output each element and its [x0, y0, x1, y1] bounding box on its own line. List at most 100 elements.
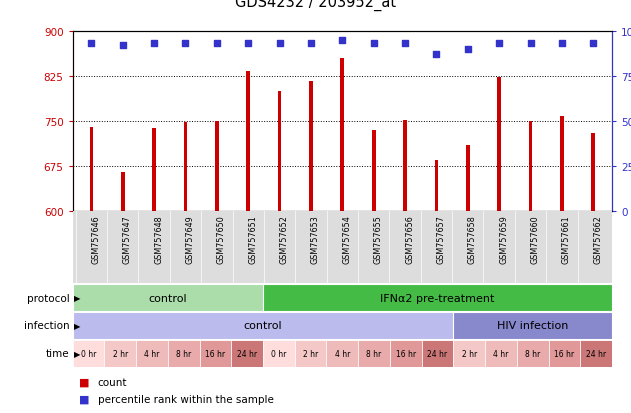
- Bar: [390, 340, 422, 367]
- Text: protocol: protocol: [27, 293, 69, 303]
- Point: [86, 41, 97, 47]
- Bar: [454, 312, 612, 339]
- Point: [588, 41, 598, 47]
- Point: [212, 41, 222, 47]
- Text: GSM757655: GSM757655: [374, 215, 382, 264]
- Bar: [454, 340, 485, 367]
- Bar: [529, 122, 533, 211]
- Bar: [497, 78, 501, 211]
- Text: 2 hr: 2 hr: [303, 349, 318, 358]
- Bar: [121, 173, 125, 211]
- Bar: [263, 340, 295, 367]
- Text: GSM757659: GSM757659: [499, 215, 508, 264]
- Text: 4 hr: 4 hr: [334, 349, 350, 358]
- Bar: [341, 59, 344, 211]
- Bar: [263, 285, 612, 311]
- Text: GSM757656: GSM757656: [405, 215, 414, 264]
- Text: GSM757658: GSM757658: [468, 215, 477, 264]
- Bar: [231, 340, 263, 367]
- Text: IFNα2 pre-treatment: IFNα2 pre-treatment: [380, 293, 495, 303]
- Text: GSM757651: GSM757651: [248, 215, 257, 264]
- Bar: [372, 131, 375, 211]
- Bar: [517, 340, 548, 367]
- Point: [118, 43, 128, 50]
- Text: 16 hr: 16 hr: [396, 349, 416, 358]
- Text: GSM757649: GSM757649: [186, 215, 194, 264]
- Bar: [326, 340, 358, 367]
- Bar: [73, 340, 104, 367]
- Text: 24 hr: 24 hr: [237, 349, 257, 358]
- Bar: [403, 121, 407, 211]
- Text: percentile rank within the sample: percentile rank within the sample: [98, 394, 274, 404]
- Point: [400, 41, 410, 47]
- Text: 16 hr: 16 hr: [205, 349, 225, 358]
- Bar: [548, 340, 581, 367]
- Bar: [104, 340, 136, 367]
- Bar: [73, 312, 454, 339]
- Bar: [485, 340, 517, 367]
- Point: [274, 41, 285, 47]
- Bar: [278, 92, 281, 211]
- Text: ■: ■: [79, 394, 90, 404]
- Bar: [152, 129, 156, 211]
- Text: 2 hr: 2 hr: [112, 349, 128, 358]
- Bar: [309, 81, 313, 211]
- Bar: [560, 117, 563, 211]
- Text: GSM757662: GSM757662: [593, 215, 602, 264]
- Bar: [295, 340, 326, 367]
- Bar: [73, 285, 263, 311]
- Text: 16 hr: 16 hr: [555, 349, 575, 358]
- Text: ■: ■: [79, 377, 90, 387]
- Bar: [136, 340, 168, 367]
- Bar: [581, 340, 612, 367]
- Text: 0 hr: 0 hr: [271, 349, 286, 358]
- Text: 4 hr: 4 hr: [493, 349, 509, 358]
- Bar: [90, 128, 93, 211]
- Bar: [358, 340, 390, 367]
- Text: 8 hr: 8 hr: [176, 349, 191, 358]
- Text: control: control: [244, 320, 282, 331]
- Text: GSM757646: GSM757646: [91, 215, 100, 263]
- Point: [432, 52, 442, 59]
- Text: GSM757652: GSM757652: [280, 215, 288, 264]
- Text: GSM757648: GSM757648: [154, 215, 163, 263]
- Bar: [184, 123, 187, 211]
- Text: ▶: ▶: [74, 321, 81, 330]
- Bar: [246, 72, 250, 211]
- Bar: [435, 161, 439, 211]
- Point: [337, 38, 347, 44]
- Point: [306, 41, 316, 47]
- Text: time: time: [46, 348, 69, 358]
- Text: control: control: [148, 293, 187, 303]
- Text: GSM757653: GSM757653: [311, 215, 320, 264]
- Text: ▶: ▶: [74, 349, 81, 358]
- Point: [243, 41, 253, 47]
- Bar: [466, 146, 469, 211]
- Text: count: count: [98, 377, 127, 387]
- Point: [369, 41, 379, 47]
- Text: GSM757657: GSM757657: [437, 215, 445, 264]
- Text: 24 hr: 24 hr: [427, 349, 447, 358]
- Point: [149, 41, 159, 47]
- Bar: [199, 340, 231, 367]
- Point: [463, 46, 473, 53]
- Bar: [422, 340, 454, 367]
- Text: 24 hr: 24 hr: [586, 349, 606, 358]
- Text: 8 hr: 8 hr: [525, 349, 540, 358]
- Point: [494, 41, 504, 47]
- Bar: [168, 340, 199, 367]
- Bar: [591, 134, 595, 211]
- Text: 4 hr: 4 hr: [144, 349, 160, 358]
- Text: ▶: ▶: [74, 294, 81, 302]
- Text: HIV infection: HIV infection: [497, 320, 569, 331]
- Point: [180, 41, 191, 47]
- Text: 2 hr: 2 hr: [462, 349, 477, 358]
- Text: GSM757647: GSM757647: [123, 215, 132, 264]
- Text: 8 hr: 8 hr: [367, 349, 382, 358]
- Text: GSM757654: GSM757654: [342, 215, 351, 264]
- Text: GSM757650: GSM757650: [217, 215, 226, 264]
- Point: [557, 41, 567, 47]
- Text: GSM757660: GSM757660: [531, 215, 540, 263]
- Text: infection: infection: [24, 320, 69, 331]
- Point: [526, 41, 536, 47]
